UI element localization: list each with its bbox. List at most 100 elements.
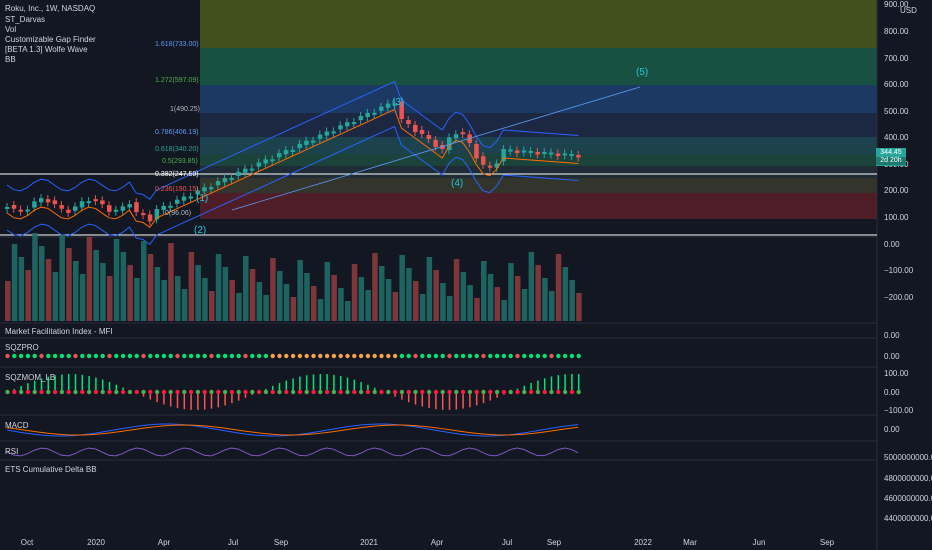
fib-zone xyxy=(200,85,877,113)
volume-bar xyxy=(86,237,93,321)
candle-body xyxy=(474,143,479,159)
momentum-dot xyxy=(372,389,377,395)
momentum-dot xyxy=(379,389,384,395)
volume-bar xyxy=(515,276,521,321)
momentum-dot xyxy=(569,389,575,395)
momentum-dot xyxy=(188,389,194,395)
volume-bar xyxy=(18,257,25,321)
volume-bar xyxy=(100,263,106,321)
candle-body xyxy=(542,152,547,154)
momentum-dot xyxy=(182,389,187,395)
momentum-dot xyxy=(93,389,99,395)
squeeze-dot xyxy=(243,353,248,359)
candle-body xyxy=(59,205,64,209)
momentum-dot xyxy=(481,389,486,395)
squeeze-dot xyxy=(556,353,561,359)
momentum-dot xyxy=(18,389,24,395)
fib-label: 0.5(293.85) xyxy=(162,158,198,165)
study-wolfe-wave[interactable]: [BETA 1.3] Wolfe Wave xyxy=(5,45,88,54)
candle-body xyxy=(379,106,384,111)
squeeze-dot xyxy=(454,353,459,359)
volume-bar xyxy=(290,297,297,321)
price-tick: 200.00 xyxy=(884,186,909,195)
squeeze-dot xyxy=(522,353,527,359)
volume-bar xyxy=(147,254,154,321)
momentum-dot xyxy=(392,389,398,395)
candle-body xyxy=(25,209,30,212)
volume-bar xyxy=(311,286,317,321)
squeeze-dot xyxy=(535,353,541,359)
fib-label: 1.618(733.00) xyxy=(155,41,199,48)
indicator-cumdelta-label[interactable]: ETS Cumulative Delta BB xyxy=(5,465,97,474)
momentum-dot xyxy=(134,389,139,395)
momentum-dot xyxy=(440,389,445,395)
candle-body xyxy=(331,131,336,134)
candle-body xyxy=(290,150,296,152)
momentum-dot xyxy=(161,389,167,395)
squeeze-dot xyxy=(175,353,180,359)
indicator-sqzmom-label[interactable]: SQZMOM_LB xyxy=(5,373,56,382)
momentum-dot xyxy=(202,389,207,395)
volume-bar xyxy=(215,254,222,321)
candle-body xyxy=(270,159,275,162)
indicator-sqzpro-label[interactable]: SQZPRO xyxy=(5,343,39,352)
fib-label: 0.786(406.19) xyxy=(155,129,199,136)
study-vol[interactable]: Vol xyxy=(5,25,17,34)
momentum-dot xyxy=(352,389,357,395)
candle-body xyxy=(93,199,98,202)
volume-bar xyxy=(45,259,52,321)
indicator-rsi-label[interactable]: RSI xyxy=(5,447,19,456)
sqzmom-axis-tick: −100.00 xyxy=(884,406,914,415)
squeeze-dot xyxy=(494,353,500,359)
candle-body xyxy=(426,135,432,139)
candle-body xyxy=(515,150,520,153)
squeeze-dot xyxy=(59,353,65,359)
indicator-mfi-label[interactable]: Market Facilitation Index - MFI xyxy=(5,327,113,336)
price-tick: 500.00 xyxy=(884,107,909,116)
candle-body xyxy=(317,134,323,139)
momentum-dot xyxy=(535,389,541,395)
candle-body xyxy=(297,143,302,148)
candle-body xyxy=(419,130,425,134)
candle-body xyxy=(256,162,262,167)
sqzmom-axis-tick: 100.00 xyxy=(884,369,909,378)
candle-body xyxy=(277,153,282,158)
volume-bar xyxy=(372,253,378,321)
momentum-dot xyxy=(528,389,534,395)
momentum-dot xyxy=(508,389,513,395)
candle-body xyxy=(263,159,268,164)
price-tick: 700.00 xyxy=(884,54,909,63)
squeeze-dot xyxy=(576,353,581,359)
squeeze-dot xyxy=(399,353,405,359)
candle-body xyxy=(447,137,452,150)
momentum-dot xyxy=(32,389,37,395)
momentum-dot xyxy=(386,389,391,395)
candle-body xyxy=(576,155,581,158)
momentum-dot xyxy=(236,389,241,395)
volume-bar xyxy=(447,296,453,321)
squeeze-dot xyxy=(311,353,316,359)
vol-axis-tick: 0.00 xyxy=(884,240,900,249)
momentum-dot xyxy=(86,389,92,395)
study-st-darvas[interactable]: ST_Darvas xyxy=(5,15,46,24)
volume-bar xyxy=(569,280,575,321)
candle-body xyxy=(365,112,370,117)
squeeze-dot xyxy=(73,353,78,359)
candle-body xyxy=(399,101,404,119)
momentum-dot xyxy=(175,389,180,395)
study-bb[interactable]: BB xyxy=(5,55,16,64)
time-tick: Jul xyxy=(227,538,239,547)
time-tick: Jun xyxy=(752,538,766,547)
indicator-macd-label[interactable]: MACD xyxy=(5,421,29,430)
volume-bar xyxy=(304,273,310,321)
momentum-dot xyxy=(270,389,275,395)
study-gap-finder[interactable]: Customizable Gap Finder xyxy=(5,35,96,44)
squeeze-dot xyxy=(188,353,194,359)
fib-zone xyxy=(200,178,877,193)
squeeze-dot xyxy=(542,353,547,359)
candle-body xyxy=(161,205,166,210)
candle-body xyxy=(141,213,146,216)
wolfe-wave-target-line xyxy=(231,86,641,211)
